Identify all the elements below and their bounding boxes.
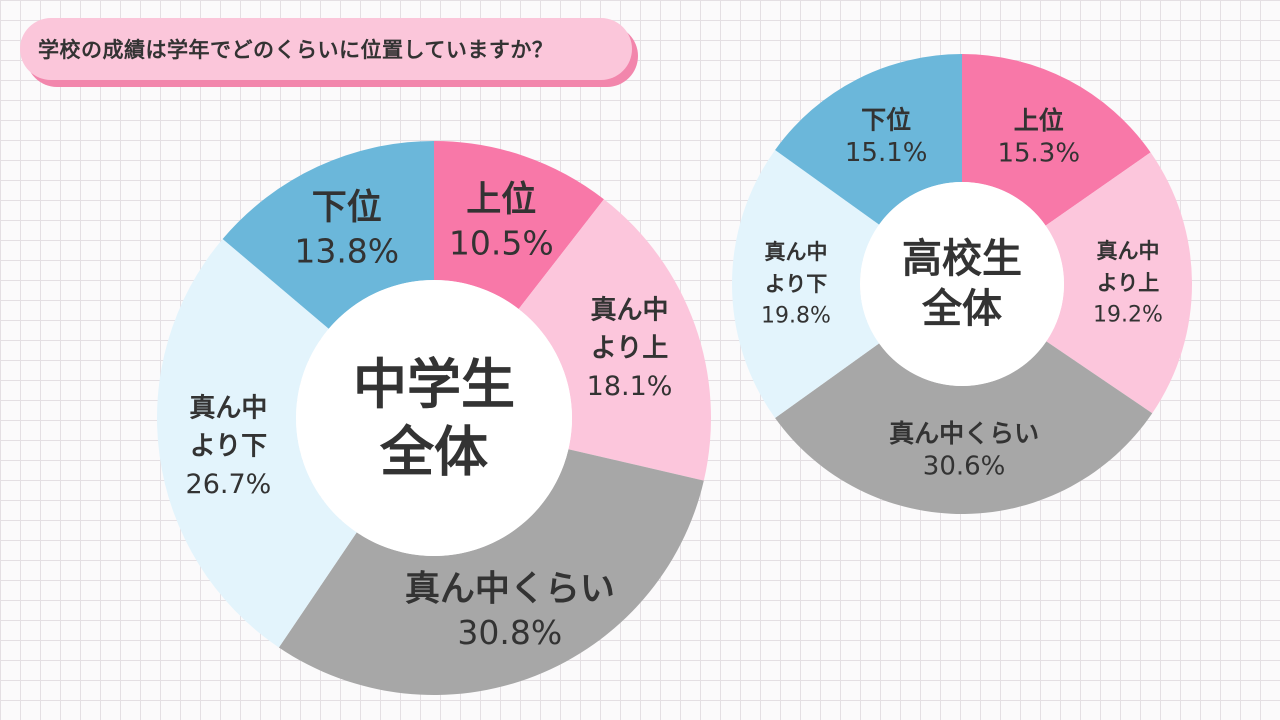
junior-high-label-bottom: 下位 bbox=[312, 188, 382, 228]
junior-high-label-above-middle: より上 bbox=[591, 334, 668, 364]
high-school-pct-bottom: 15.1% bbox=[845, 138, 928, 168]
junior-high-slice-above-middle bbox=[518, 199, 711, 481]
junior-high-label-below-middle: より下 bbox=[190, 431, 267, 461]
junior-high-title: 全体 bbox=[379, 420, 488, 483]
junior-high-pct-below-middle: 26.7% bbox=[186, 469, 272, 500]
junior-high-pct-middle: 30.8% bbox=[457, 613, 562, 652]
high-school-title: 高校生 bbox=[902, 236, 1022, 282]
high-school-label-above-middle: より上 bbox=[1097, 271, 1160, 295]
junior-high-label-middle: 真ん中くらい bbox=[405, 570, 615, 610]
high-school-label-top: 上位 bbox=[1014, 106, 1064, 135]
high-school-pct-above-middle: 19.2% bbox=[1093, 302, 1163, 327]
junior-high-slice-top bbox=[434, 141, 604, 310]
high-school-pct-top: 15.3% bbox=[997, 138, 1080, 168]
junior-high-center bbox=[296, 280, 572, 556]
junior-high-slice-bottom bbox=[222, 141, 434, 329]
junior-high-slice-middle bbox=[278, 449, 704, 696]
high-school-pct-below-middle: 19.8% bbox=[761, 304, 831, 329]
high-school-label-below-middle: より下 bbox=[765, 272, 828, 296]
junior-high-pct-top: 10.5% bbox=[449, 224, 554, 263]
high-school-pct-middle: 30.6% bbox=[923, 451, 1006, 481]
junior-high-pct-above-middle: 18.1% bbox=[587, 371, 673, 402]
high-school-slice-middle bbox=[775, 341, 1153, 514]
high-school-slice-top bbox=[962, 54, 1151, 226]
junior-high-label-below-middle: 真ん中 bbox=[189, 393, 267, 423]
junior-high-label-above-middle: 真ん中 bbox=[591, 296, 669, 326]
high-school-title: 全体 bbox=[921, 286, 1002, 332]
junior-high-donut: 上位10.5%真ん中より上18.1%真ん中くらい30.8%真ん中より下26.7%… bbox=[156, 141, 711, 696]
high-school-slice-bottom bbox=[775, 54, 962, 225]
high-school-label-above-middle: 真ん中 bbox=[1096, 239, 1159, 263]
high-school-center bbox=[860, 182, 1064, 386]
high-school-label-below-middle: 真ん中 bbox=[765, 240, 828, 264]
high-school-label-bottom: 下位 bbox=[861, 105, 911, 134]
high-school-slice-above-middle bbox=[1045, 152, 1192, 414]
high-school-label-middle: 真ん中くらい bbox=[889, 419, 1039, 448]
high-school-slice-below-middle bbox=[731, 149, 880, 419]
junior-high-label-top: 上位 bbox=[466, 180, 536, 220]
junior-high-pct-bottom: 13.8% bbox=[294, 232, 399, 271]
question-text: 学校の成績は学年でどのくらいに位置していますか？ bbox=[38, 38, 554, 62]
question-banner: 学校の成績は学年でどのくらいに位置していますか？ bbox=[20, 18, 632, 80]
junior-high-title: 中学生 bbox=[353, 353, 515, 416]
junior-high-slice-below-middle bbox=[156, 238, 357, 648]
